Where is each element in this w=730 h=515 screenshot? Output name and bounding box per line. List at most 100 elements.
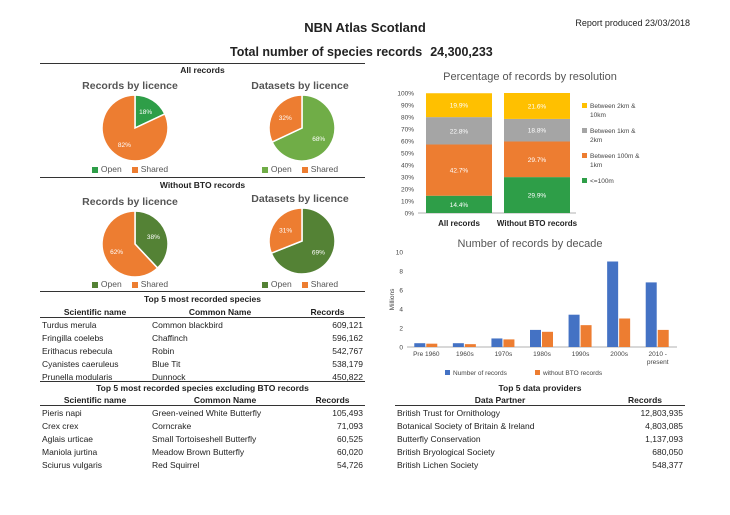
table-cell: Common blackbird <box>152 319 223 330</box>
report-date: Report produced 23/03/2018 <box>575 18 690 28</box>
bar <box>607 261 619 347</box>
table-header-cell: Common Name <box>193 394 257 405</box>
bar <box>464 344 476 347</box>
pie-legend: Open Shared <box>70 279 190 289</box>
table-header-cell: Records <box>627 394 662 405</box>
legend-label: Shared <box>310 164 339 174</box>
bar <box>580 325 592 347</box>
pie-chart-records-all: 18% 82% <box>101 94 169 162</box>
y-axis-label: Millions <box>389 288 396 310</box>
pie-title: Records by licence <box>82 196 178 208</box>
table-cell: 680,050 <box>652 446 683 457</box>
y-tick-label: 6 <box>399 288 403 295</box>
table-row: British Bryological Society 680,050 <box>395 445 685 458</box>
y-tick-label: 70% <box>401 127 414 134</box>
table-cell: Corncrake <box>152 420 192 431</box>
table-cell: 105,493 <box>332 407 363 418</box>
table-header-cell: Common Name <box>188 306 252 317</box>
table-row: Cyanistes caeruleus Blue Tit 538,179 <box>40 357 365 370</box>
pie-slice-open <box>270 207 336 275</box>
divider <box>40 291 365 292</box>
legend-label: <=100m <box>590 178 614 185</box>
pie-slice-open <box>134 210 169 270</box>
y-tick-label: 0% <box>405 211 415 218</box>
legend-swatch <box>535 370 540 375</box>
pie-slice-shared <box>268 207 303 255</box>
total-records-label: Total number of species records <box>230 45 423 59</box>
table-header-cell: Data Partner <box>474 394 526 405</box>
legend-swatch <box>582 178 587 183</box>
divider <box>40 381 365 382</box>
y-tick-label: 40% <box>401 163 414 170</box>
table-header-cell: Scientific name <box>63 394 127 405</box>
table-row: Prunella modularis Dunnock 450,822 <box>40 370 365 383</box>
y-tick-label: 60% <box>401 139 414 146</box>
table-cell: Dunnock <box>152 371 186 382</box>
legend-item-shared: Shared <box>301 164 339 174</box>
legend-swatch <box>91 281 98 288</box>
x-tick-label: 2000s <box>610 351 628 358</box>
y-tick-label: 0 <box>399 345 403 352</box>
legend-label: Number of records <box>453 370 508 377</box>
pie-data-label: 31% <box>279 227 292 234</box>
table-cell: 54,726 <box>337 459 363 470</box>
y-tick-label: 30% <box>401 175 414 182</box>
legend-swatch <box>582 153 587 158</box>
pie-slice-shared <box>101 94 169 162</box>
data-label: 29.9% <box>528 193 547 200</box>
legend-item-shared: Shared <box>131 164 169 174</box>
table-cell: 4,803,085 <box>645 420 683 431</box>
legend-label: without BTO records <box>542 370 603 377</box>
bar-segment <box>426 195 492 213</box>
bar-segment <box>504 118 570 142</box>
table-row: Fringilla coelebs Chaffinch 596,162 <box>40 331 365 344</box>
table-cell: 1,137,093 <box>645 433 683 444</box>
data-label: 14.4% <box>450 202 469 209</box>
x-tick-label: Pre 1960 <box>413 351 440 358</box>
pie-slice-open <box>271 94 336 162</box>
y-tick-label: 100% <box>397 91 414 98</box>
data-label: 42.7% <box>450 168 469 175</box>
table-row: British Lichen Society 548,377 <box>395 458 685 471</box>
y-tick-label: 2 <box>399 326 403 333</box>
table-header-row: Scientific name Common Name Records <box>40 394 365 406</box>
pie-data-label: 32% <box>279 115 292 122</box>
table-row: Maniola jurtina Meadow Brown Butterfly 60,… <box>40 445 365 458</box>
pie-data-label: 69% <box>312 250 325 257</box>
legend-swatch <box>131 166 138 173</box>
table-cell: 60,525 <box>337 433 363 444</box>
pie-data-label: 68% <box>312 136 325 143</box>
bar-chart-decade: 0 2 4 6 8 10 Millions Pre 1960 1960s 1970s 1980s 19… <box>389 250 677 377</box>
top-species-no-bto-table: Scientific name Common Name Records Pieris… <box>40 394 365 471</box>
pie-slice-shared <box>268 94 303 144</box>
total-records: Total number of species records 24,300,23… <box>230 45 493 59</box>
table-cell: Cyanistes caeruleus <box>42 358 119 369</box>
pie-title: Datasets by licence <box>251 193 349 205</box>
bar <box>414 343 426 347</box>
legend-swatch <box>582 128 587 133</box>
legend-label: Open <box>100 279 122 289</box>
pie-title: Records by licence <box>82 80 178 92</box>
pie-data-label: 38% <box>147 234 160 241</box>
table-title: Top 5 most recorded species excluding BT… <box>96 383 309 393</box>
legend-label: Between 2km & 10km <box>590 103 636 119</box>
bar <box>619 318 631 347</box>
top-species-table: Scientific name Common Name Records Turdus… <box>40 306 365 383</box>
table-header-row: Scientific name Common Name Records <box>40 306 365 318</box>
table-row: British Trust for Ornithology 12,803,935 <box>395 406 685 420</box>
legend-label: Shared <box>140 164 169 174</box>
legend-swatch <box>445 370 450 375</box>
table-cell: Sciurus vulgaris <box>42 459 102 470</box>
bar-segment <box>504 93 570 119</box>
section-label-all-records: All records <box>180 65 225 75</box>
x-tick-label: 1990s <box>572 351 590 358</box>
data-providers-table: Data Partner Records British Trust for Or… <box>395 394 685 471</box>
bar-segment <box>426 117 492 145</box>
table-cell: 548,377 <box>652 459 683 470</box>
pie-data-label: 82% <box>118 142 131 149</box>
table-cell: Meadow Brown Butterfly <box>152 446 245 457</box>
divider <box>40 63 365 64</box>
legend-swatch <box>131 281 138 288</box>
table-cell: British Lichen Society <box>397 459 479 470</box>
legend-label: Between 100m & 1km <box>590 153 640 169</box>
